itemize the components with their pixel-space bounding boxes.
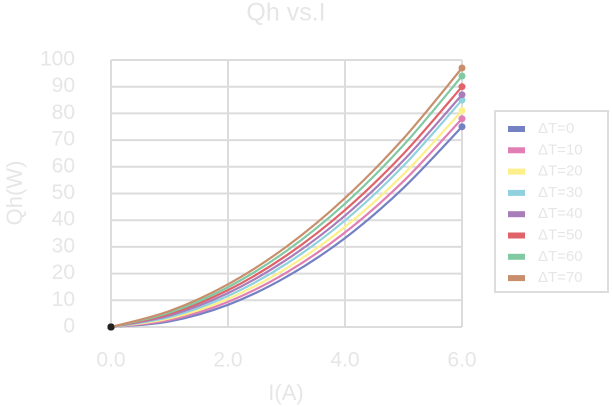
- legend-swatch: [508, 126, 525, 132]
- y-tick-label: 90: [52, 74, 75, 97]
- y-tick-label: 70: [52, 128, 75, 151]
- start-marker: [107, 323, 115, 331]
- legend-label: ΔT=60: [538, 248, 583, 265]
- x-tick-label: 6.0: [447, 349, 476, 372]
- x-axis-label: I(A): [268, 380, 303, 405]
- legend-swatch: [508, 275, 525, 282]
- chart-title: Qh vs.I: [246, 0, 325, 27]
- y-axis-label: Qh(W): [2, 161, 27, 226]
- x-tick-label: 4.0: [330, 349, 359, 372]
- end-marker: [458, 91, 466, 99]
- end-marker: [458, 123, 466, 131]
- legend-swatch: [508, 253, 525, 260]
- y-tick-label: 40: [52, 208, 75, 231]
- end-marker: [458, 64, 466, 72]
- x-tick-label: 0.0: [96, 349, 125, 372]
- y-tick-label: 60: [52, 154, 75, 177]
- series-line: [110, 67, 463, 329]
- x-tick-label: 2.0: [213, 349, 242, 372]
- series-line: [110, 109, 463, 329]
- series-line: [110, 85, 463, 329]
- y-tick-label: 100: [40, 48, 75, 71]
- legend-swatch: [508, 189, 525, 196]
- end-marker: [458, 83, 466, 91]
- series-line: [110, 99, 463, 329]
- legend-swatch: [508, 211, 525, 218]
- legend-label: ΔT=30: [538, 184, 583, 201]
- y-tick-label: 20: [52, 261, 75, 284]
- legend-label: ΔT=10: [538, 141, 583, 158]
- y-tick-label: 50: [52, 181, 75, 204]
- end-marker: [458, 72, 466, 80]
- y-tick-label: 80: [52, 101, 75, 124]
- y-tick-label: 30: [52, 234, 75, 257]
- legend-swatch: [508, 168, 525, 175]
- legend-swatch: [508, 232, 525, 239]
- end-marker: [458, 115, 466, 123]
- series-line: [110, 125, 463, 329]
- y-tick-label: 0: [63, 315, 75, 338]
- y-tick-label: 10: [52, 288, 75, 311]
- legend-swatch: [508, 147, 525, 154]
- series-line: [110, 75, 463, 329]
- series-line: [110, 93, 463, 329]
- legend-label: ΔT=70: [538, 269, 583, 286]
- series-line: [110, 117, 463, 329]
- legend-label: ΔT=20: [538, 163, 583, 180]
- legend-label: ΔT=0: [538, 120, 574, 137]
- end-marker: [458, 107, 466, 115]
- legend-box: [494, 110, 609, 293]
- legend-label: ΔT=50: [538, 226, 583, 243]
- legend-label: ΔT=40: [538, 205, 583, 222]
